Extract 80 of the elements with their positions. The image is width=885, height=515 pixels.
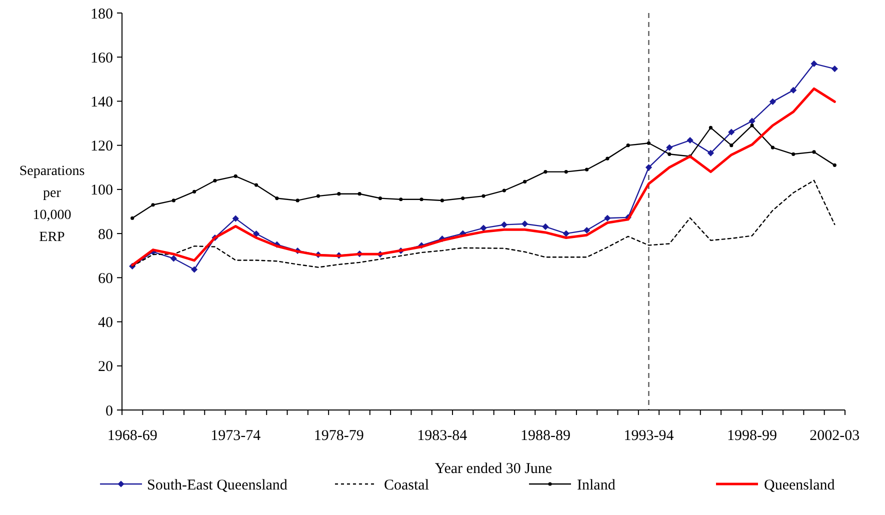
point: [831, 66, 838, 72]
y-tick-label: 100: [90, 182, 113, 199]
point: [275, 196, 279, 200]
y-tick-label: 0: [106, 403, 113, 420]
point: [358, 192, 362, 196]
point: [583, 226, 590, 234]
point: [728, 128, 735, 136]
point: [522, 220, 528, 228]
point: [337, 192, 341, 196]
y-axis-title: Separations per 10,000 ERP: [19, 164, 85, 245]
y-tick-label: 140: [90, 94, 113, 110]
point: [668, 152, 672, 156]
point: [232, 215, 239, 222]
point: [790, 86, 797, 94]
y-tick-label: 120: [90, 138, 113, 155]
point: [500, 221, 508, 228]
legend-label: South-East Queensland: [147, 477, 288, 494]
point: [542, 223, 549, 230]
x-tick-label: 1978-79: [314, 428, 364, 444]
point: [461, 196, 465, 200]
x-tick-label: 1993-94: [624, 428, 674, 444]
point: [170, 255, 177, 262]
y-tick-label: 20: [98, 359, 113, 376]
point: [748, 118, 756, 124]
point: [604, 214, 611, 222]
point: [666, 144, 673, 151]
legend-label: Coastal: [384, 477, 429, 494]
point: [750, 124, 754, 128]
point: [832, 163, 836, 167]
point: [420, 198, 424, 202]
x-tick-label: 1973-74: [210, 428, 262, 444]
point: [812, 150, 816, 154]
point: [810, 60, 818, 68]
point: [686, 136, 694, 144]
y-tick-label: 60: [98, 270, 113, 287]
point: [707, 150, 714, 156]
x-tick-label: 1983-84: [417, 428, 468, 444]
point: [480, 224, 487, 232]
line-series: [130, 124, 836, 220]
y-tick-label: 180: [90, 6, 113, 22]
point: [191, 266, 198, 273]
x-axis-title: Year ended 30 June: [434, 461, 552, 477]
point: [708, 126, 713, 130]
point: [769, 98, 776, 105]
x-tick-label: 1988-89: [520, 428, 570, 444]
y-tick-label: 160: [90, 50, 113, 66]
point: [523, 180, 527, 184]
point: [626, 144, 630, 148]
point: [584, 168, 589, 172]
point: [213, 178, 217, 182]
y-tick-label: 40: [98, 315, 113, 332]
point: [378, 196, 382, 200]
x-tick-label: 1968-69: [107, 428, 158, 444]
point: [502, 188, 506, 192]
point: [646, 141, 651, 145]
point: [130, 216, 134, 220]
point: [234, 174, 238, 178]
point: [252, 230, 260, 238]
point: [606, 156, 610, 160]
point: [544, 170, 548, 174]
y-tick-label: 80: [98, 226, 113, 243]
point: [151, 203, 155, 207]
legend-label: Queensland: [764, 477, 836, 494]
point: [316, 194, 320, 198]
point: [564, 170, 568, 174]
point: [296, 198, 300, 202]
point: [440, 198, 444, 202]
point: [192, 190, 196, 194]
point: [172, 198, 176, 202]
x-tick-label: 2002-03: [810, 428, 860, 444]
point: [730, 144, 734, 148]
point: [770, 146, 774, 150]
point: [254, 183, 258, 187]
point: [482, 194, 486, 198]
point: [562, 230, 570, 237]
point: [645, 164, 652, 171]
x-tick-label: 1998-99: [727, 428, 778, 444]
point: [792, 152, 796, 156]
point: [399, 198, 403, 202]
legend-label: Inland: [577, 477, 616, 494]
